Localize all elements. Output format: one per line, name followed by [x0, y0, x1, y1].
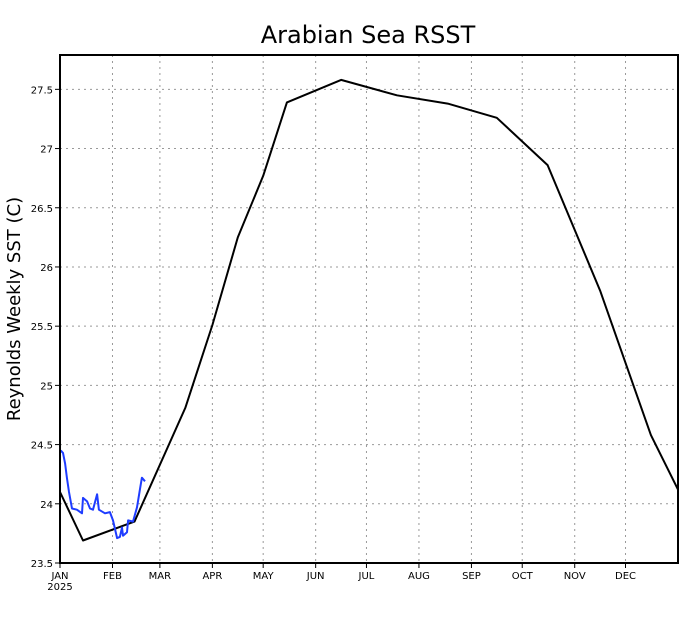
x-tick-label: MAR	[149, 571, 171, 582]
x-tick-label: DEC	[615, 571, 636, 582]
y-tick-label: 24	[40, 500, 53, 511]
x-year-label: 2025	[47, 582, 72, 593]
y-tick-label: 25	[40, 381, 53, 392]
x-tick-label: JUN	[306, 571, 325, 582]
y-tick-label: 27	[40, 145, 53, 156]
y-tick-label: 23.5	[31, 559, 53, 570]
ticks: JAN FEB MAR APR MAY JUN JUL AUG SEP OCT NOV DEC 2025…	[31, 85, 636, 593]
y-axis-label: Reynolds Weekly SST (C)	[4, 197, 25, 421]
series-line-2025	[59, 449, 146, 540]
y-tick-label: 25.5	[31, 322, 53, 333]
series-lines	[59, 78, 679, 542]
y-tick-label: 26.5	[31, 204, 53, 215]
plot-frame	[59, 54, 679, 564]
grid	[60, 55, 678, 563]
x-tick-label: JAN	[50, 571, 68, 582]
y-tick-label: 26	[40, 263, 53, 274]
x-tick-label: OCT	[512, 571, 534, 582]
x-tick-label: FEB	[103, 571, 122, 582]
x-tick-label: MAY	[253, 571, 275, 582]
chart-title: Arabian Sea RSST	[261, 21, 476, 49]
y-tick-label: 24.5	[31, 441, 53, 452]
series-line-climatology	[59, 78, 679, 542]
x-tick-label: NOV	[564, 571, 586, 582]
x-tick-label: JUL	[358, 571, 375, 582]
x-tick-label: AUG	[408, 571, 430, 582]
x-tick-label: APR	[202, 571, 222, 582]
y-tick-label: 27.5	[31, 85, 53, 96]
x-tick-label: SEP	[462, 571, 481, 582]
